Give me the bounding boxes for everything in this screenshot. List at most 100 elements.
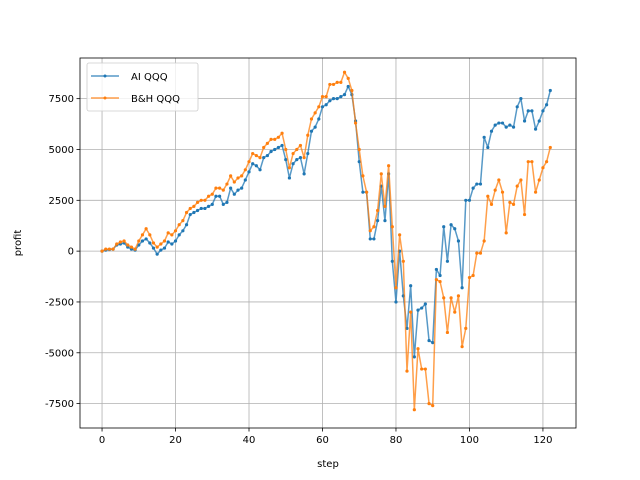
data-point <box>530 160 534 164</box>
data-point <box>379 172 383 176</box>
data-point <box>412 355 416 359</box>
data-point <box>273 137 277 141</box>
data-point <box>511 202 516 206</box>
data-point <box>398 233 402 237</box>
data-point <box>284 158 288 162</box>
data-point <box>111 247 115 251</box>
data-point <box>364 190 369 194</box>
data-point <box>148 233 152 237</box>
data-point <box>504 125 508 129</box>
data-point <box>159 242 163 246</box>
data-point <box>438 273 442 278</box>
data-point <box>262 145 266 150</box>
data-point <box>383 204 387 209</box>
data-point <box>453 310 457 314</box>
data-point <box>331 97 336 101</box>
x-tick-label: 40 <box>243 435 256 446</box>
data-point <box>508 200 512 204</box>
data-point <box>181 219 185 223</box>
data-point <box>394 300 398 304</box>
data-point <box>335 97 339 101</box>
data-point <box>140 233 145 237</box>
data-point <box>151 246 156 250</box>
data-point <box>486 145 490 150</box>
legend-label-bh-qqq: B&H QQQ <box>131 94 180 105</box>
data-point <box>475 182 479 186</box>
data-point <box>423 367 427 371</box>
data-point <box>471 273 475 278</box>
data-point <box>522 119 527 123</box>
data-point <box>265 141 269 145</box>
data-point <box>247 170 251 174</box>
x-tick-label: 0 <box>99 435 105 446</box>
data-point <box>420 306 424 310</box>
data-point <box>137 239 141 243</box>
data-point <box>206 204 211 209</box>
data-point <box>298 156 303 160</box>
data-point <box>420 367 424 371</box>
x-tick-label: 120 <box>533 435 552 446</box>
data-point <box>210 202 214 206</box>
data-point <box>453 227 457 231</box>
data-point <box>368 229 372 233</box>
x-tick-label: 80 <box>390 435 403 446</box>
series-b-h-qqq <box>100 70 552 412</box>
data-point <box>508 123 512 127</box>
data-point <box>427 402 431 406</box>
data-point <box>409 310 413 314</box>
data-point <box>225 200 229 204</box>
ticks: 0 20 40 60 80 100 120 -7500 -5000 -2500 0 2500 5000 7… <box>45 94 553 446</box>
data-point <box>107 247 111 251</box>
data-point <box>350 88 354 93</box>
data-point <box>129 245 134 249</box>
x-tick-label: 100 <box>460 435 479 446</box>
data-point <box>339 80 343 84</box>
y-tick-label: 5000 <box>49 145 74 156</box>
data-point <box>500 121 505 125</box>
data-point <box>214 186 218 190</box>
data-point <box>331 82 336 87</box>
data-point <box>497 178 501 182</box>
data-point <box>416 308 420 312</box>
data-point <box>170 233 174 237</box>
data-point <box>515 184 519 188</box>
data-point <box>192 210 196 215</box>
legend-box <box>86 62 199 112</box>
data-point <box>221 202 225 206</box>
data-point <box>115 242 119 246</box>
data-point <box>251 151 255 156</box>
y-tick-label: 0 <box>68 247 74 258</box>
data-point <box>287 166 292 170</box>
data-point <box>478 182 483 186</box>
y-axis-title: profit <box>13 230 24 257</box>
data-point <box>519 178 523 182</box>
data-point <box>203 198 207 202</box>
data-point <box>287 176 292 180</box>
data-point <box>247 160 251 164</box>
y-tick-label: 7500 <box>49 94 74 105</box>
data-point <box>445 259 450 263</box>
data-point <box>346 84 350 89</box>
data-point <box>144 237 148 241</box>
data-point <box>291 162 295 166</box>
data-point <box>188 212 192 217</box>
data-point <box>291 151 295 156</box>
data-point <box>309 117 314 121</box>
data-point <box>162 246 167 250</box>
data-point <box>313 125 317 129</box>
data-point <box>276 145 280 150</box>
data-point <box>295 158 299 162</box>
data-point <box>269 149 273 154</box>
data-point <box>486 194 490 198</box>
legend-marker-bh-qqq <box>103 96 107 100</box>
data-point <box>309 129 314 133</box>
data-point <box>346 76 350 80</box>
data-point <box>537 178 541 182</box>
data-point <box>118 240 123 244</box>
data-point <box>328 82 332 87</box>
data-point <box>258 168 262 172</box>
data-point <box>192 204 196 209</box>
data-point <box>504 231 508 235</box>
data-point <box>339 95 343 99</box>
data-point <box>471 186 475 190</box>
